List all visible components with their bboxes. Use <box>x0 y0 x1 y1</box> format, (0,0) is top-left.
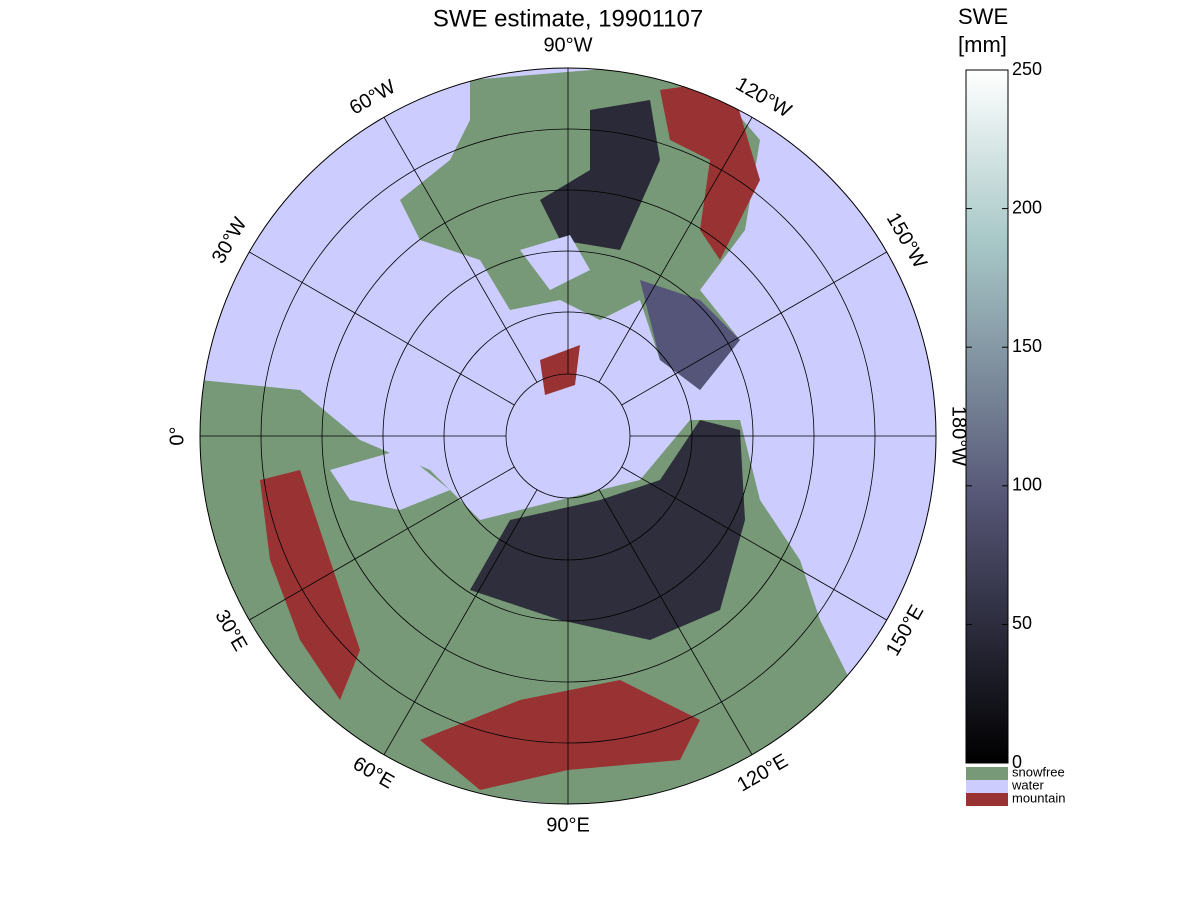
meridian-line <box>249 251 515 406</box>
meridian-label: 180°W <box>948 406 970 466</box>
mountain-region <box>540 345 580 395</box>
mountain-region <box>660 80 760 260</box>
colorbar-tick-label: 150 <box>1012 336 1042 356</box>
snow-region <box>540 100 660 250</box>
legend-label: snowfree <box>1012 764 1065 779</box>
legend-swatch <box>966 767 1008 780</box>
legend-swatch <box>966 793 1008 806</box>
meridian-label: 90°W <box>543 34 592 56</box>
meridian-label: 90°E <box>546 814 590 836</box>
legend-label: mountain <box>1012 790 1065 805</box>
colorbar-tick-label: 250 <box>1012 59 1042 79</box>
meridian-line <box>621 251 887 406</box>
meridian-line <box>249 466 515 621</box>
meridian-line <box>598 489 753 755</box>
meridian-line <box>598 117 753 383</box>
colorbar-tick-label: 0 <box>1012 752 1022 772</box>
legend-swatch <box>966 780 1008 793</box>
water-region <box>520 235 590 290</box>
colorbar-tick-label: 50 <box>1012 613 1032 633</box>
colorbar-label: [mm] <box>958 32 1007 57</box>
meridian-line <box>383 489 538 755</box>
graticule <box>200 68 936 804</box>
snow-region <box>470 420 745 640</box>
map-disc <box>200 68 936 804</box>
mountain-region <box>420 680 700 790</box>
water-region <box>330 450 450 510</box>
map-title: SWE estimate, 19901107 <box>433 5 703 32</box>
meridian-line <box>621 466 887 621</box>
colorbar-tick-label: 200 <box>1012 197 1042 217</box>
meridian-label: 0° <box>166 426 188 445</box>
colorbar <box>965 69 1009 764</box>
colorbar-label: SWE <box>958 4 1008 29</box>
colorbar-tick-label: 100 <box>1012 475 1042 495</box>
map-border <box>199 67 937 805</box>
meridian-line <box>383 117 538 383</box>
snow-region <box>640 280 740 390</box>
legend-label: water <box>1011 777 1044 792</box>
